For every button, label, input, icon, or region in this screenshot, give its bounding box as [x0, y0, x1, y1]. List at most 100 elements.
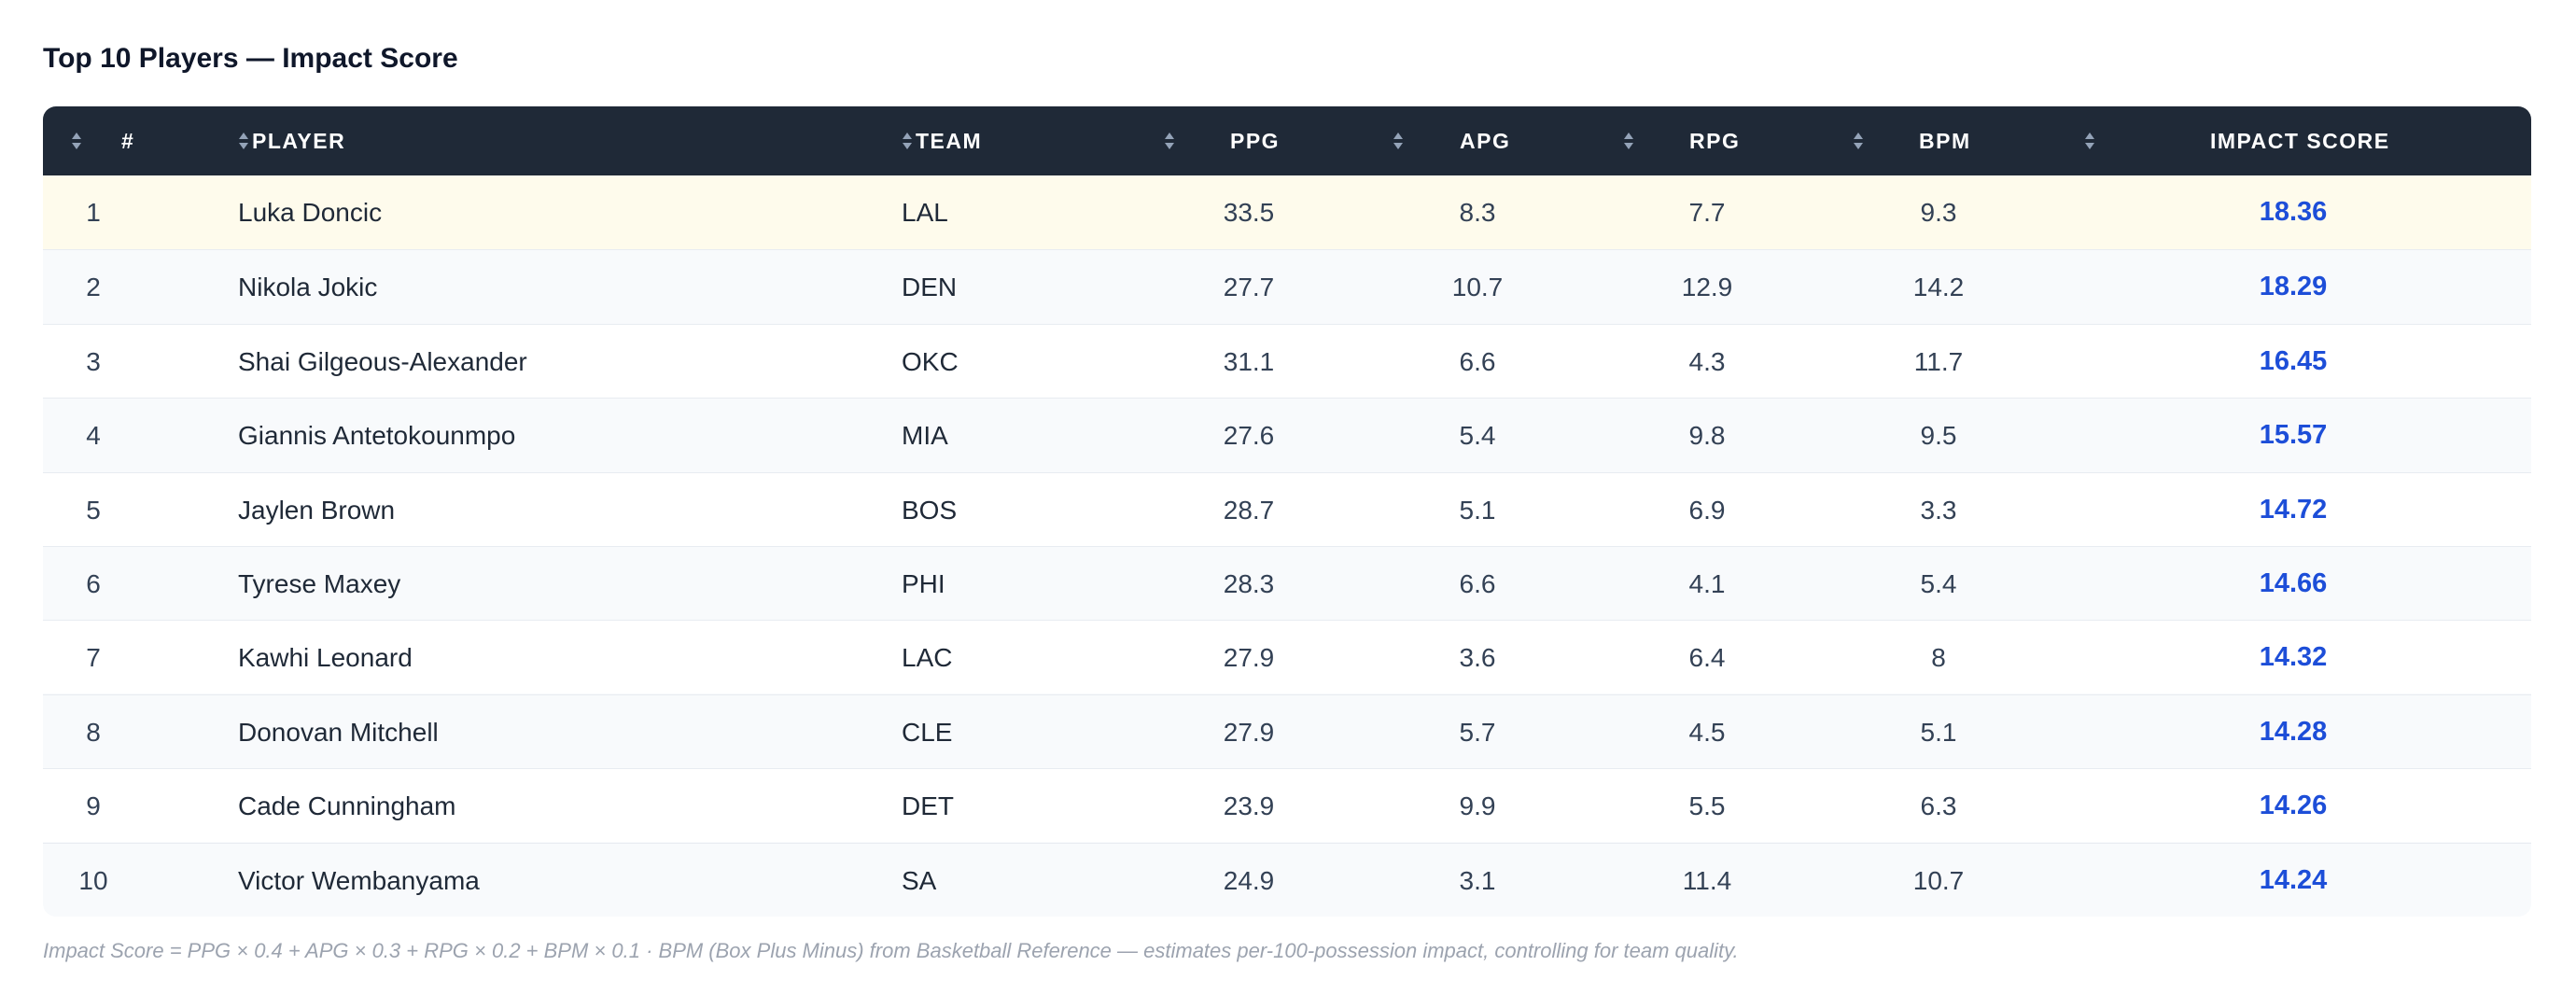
table-row[interactable]: 4 Giannis Antetokounmpo MIA 27.6 5.4 9.8 9.5 15…	[43, 398, 2531, 472]
impact-value: 14.66	[2259, 568, 2328, 598]
col-header-bpm[interactable]: BPM	[1919, 129, 1971, 153]
ppg-value: 27.9	[1223, 643, 1275, 673]
apg-value: 3.6	[1459, 643, 1496, 673]
bpm-value: 9.5	[1920, 421, 1957, 451]
col-header-team[interactable]: TEAM	[916, 129, 983, 153]
col-header-player[interactable]: PLAYER	[252, 129, 346, 153]
sort-updown-icon[interactable]	[1853, 132, 1864, 150]
team-abbr: BOS	[902, 495, 958, 525]
team-abbr: CLE	[902, 717, 953, 747]
ppg-value: 23.9	[1223, 791, 1275, 821]
team-abbr: MIA	[902, 421, 948, 451]
team-abbr: LAC	[902, 643, 953, 673]
impact-value: 18.29	[2259, 272, 2328, 302]
rank-value: 5	[86, 495, 101, 525]
col-header-impact[interactable]: IMPACT SCORE	[2210, 129, 2390, 153]
player-name: Tyrese Maxey	[238, 569, 401, 598]
table-row[interactable]: 7 Kawhi Leonard LAC 27.9 3.6 6.4 8 14.32	[43, 620, 2531, 694]
bpm-value: 14.2	[1912, 273, 1965, 302]
ppg-value: 31.1	[1223, 346, 1275, 376]
rank-value: 10	[78, 865, 108, 895]
bpm-value: 5.1	[1920, 717, 1957, 747]
ppg-value: 28.3	[1223, 569, 1275, 598]
apg-value: 5.4	[1459, 421, 1496, 451]
sort-updown-icon[interactable]	[71, 132, 82, 150]
sort-updown-icon[interactable]	[1623, 132, 1634, 150]
table-row[interactable]: 8 Donovan Mitchell CLE 27.9 5.7 4.5 5.1 14.28	[43, 693, 2531, 768]
sort-updown-icon[interactable]	[2084, 132, 2095, 150]
rank-value: 2	[86, 273, 101, 302]
footnote: Impact Score = PPG × 0.4 + APG × 0.3 + R…	[43, 939, 1739, 962]
team-abbr: DEN	[902, 273, 958, 302]
rpg-value: 5.5	[1688, 791, 1726, 821]
team-abbr: LAL	[902, 198, 948, 227]
apg-value: 5.1	[1459, 495, 1496, 525]
ppg-value: 27.6	[1223, 421, 1275, 451]
impact-value: 14.24	[2259, 864, 2328, 895]
player-name: Cade Cunningham	[238, 791, 456, 821]
player-name: Victor Wembanyama	[238, 865, 480, 895]
table-row[interactable]: 3 Shai Gilgeous-Alexander OKC 31.1 6.6 4.3 11.…	[43, 323, 2531, 398]
team-abbr: DET	[902, 791, 954, 821]
ppg-value: 27.7	[1223, 273, 1275, 302]
team-abbr: OKC	[902, 346, 959, 376]
rpg-value: 4.5	[1688, 717, 1726, 747]
rank-value: 1	[86, 198, 101, 227]
team-abbr: PHI	[902, 569, 945, 598]
sort-updown-icon[interactable]	[1393, 132, 1404, 150]
player-name: Shai Gilgeous-Alexander	[238, 346, 527, 376]
apg-value: 3.1	[1459, 865, 1496, 895]
table-header: # PLAYER TEAM PPG APG RPG BPM IMPACT SCO…	[43, 106, 2531, 175]
player-name: Giannis Antetokounmpo	[238, 421, 516, 451]
sort-updown-icon[interactable]	[238, 132, 249, 150]
table-row[interactable]: 1 Luka Doncic LAL 33.5 8.3 7.7 9.3 18.36	[43, 175, 2531, 249]
player-name: Donovan Mitchell	[238, 717, 439, 747]
rpg-value: 11.4	[1682, 865, 1732, 895]
bpm-value: 5.4	[1920, 569, 1957, 598]
rpg-value: 4.3	[1688, 346, 1726, 376]
player-name: Luka Doncic	[238, 198, 383, 227]
table-row[interactable]: 6 Tyrese Maxey PHI 28.3 6.6 4.1 5.4 14.66	[43, 546, 2531, 620]
bpm-value: 6.3	[1920, 791, 1957, 821]
ppg-value: 27.9	[1223, 717, 1275, 747]
impact-value: 14.72	[2259, 494, 2328, 525]
rank-value: 7	[86, 643, 101, 673]
rpg-value: 7.7	[1688, 198, 1726, 227]
ppg-value: 28.7	[1223, 495, 1275, 525]
ppg-value: 24.9	[1223, 865, 1275, 895]
bpm-value: 11.7	[1913, 346, 1964, 376]
page-title: Top 10 Players — Impact Score	[43, 43, 458, 74]
sort-updown-icon[interactable]	[902, 132, 913, 150]
table-row[interactable]: 10 Victor Wembanyama SA 24.9 3.1 11.4 10.7 14.2…	[43, 842, 2531, 917]
bpm-value: 9.3	[1920, 198, 1957, 227]
rpg-value: 9.8	[1688, 421, 1726, 451]
bpm-value: 3.3	[1920, 495, 1957, 525]
table-row[interactable]: 9 Cade Cunningham DET 23.9 9.9 5.5 6.3 14.26	[43, 768, 2531, 843]
table-row[interactable]: 5 Jaylen Brown BOS 28.7 5.1 6.9 3.3 14.72	[43, 471, 2531, 546]
col-header-ppg[interactable]: PPG	[1230, 129, 1281, 153]
apg-value: 6.6	[1459, 569, 1496, 598]
rpg-value: 12.9	[1681, 273, 1733, 302]
rpg-value: 6.4	[1688, 643, 1726, 673]
player-name: Kawhi Leonard	[238, 643, 413, 673]
rpg-value: 4.1	[1688, 569, 1726, 598]
rank-value: 6	[86, 569, 101, 598]
table-row[interactable]: 2 Nikola Jokic DEN 27.7 10.7 12.9 14.2 18.29	[43, 249, 2531, 324]
apg-value: 5.7	[1459, 717, 1496, 747]
rank-value: 3	[86, 346, 101, 376]
rpg-value: 6.9	[1688, 495, 1726, 525]
bpm-value: 10.7	[1912, 865, 1965, 895]
col-header-apg[interactable]: APG	[1460, 129, 1511, 153]
impact-value: 18.36	[2259, 197, 2328, 227]
apg-value: 6.6	[1459, 346, 1496, 376]
impact-value: 15.57	[2259, 420, 2328, 451]
sort-updown-icon[interactable]	[1164, 132, 1175, 150]
bpm-value: 8	[1931, 643, 1946, 673]
col-header-rank[interactable]: #	[121, 129, 135, 153]
players-table: # PLAYER TEAM PPG APG RPG BPM IMPACT SCO…	[43, 106, 2531, 917]
rank-value: 8	[86, 717, 101, 747]
player-name: Jaylen Brown	[238, 495, 396, 525]
impact-value: 16.45	[2259, 345, 2328, 376]
col-header-rpg[interactable]: RPG	[1689, 129, 1741, 153]
